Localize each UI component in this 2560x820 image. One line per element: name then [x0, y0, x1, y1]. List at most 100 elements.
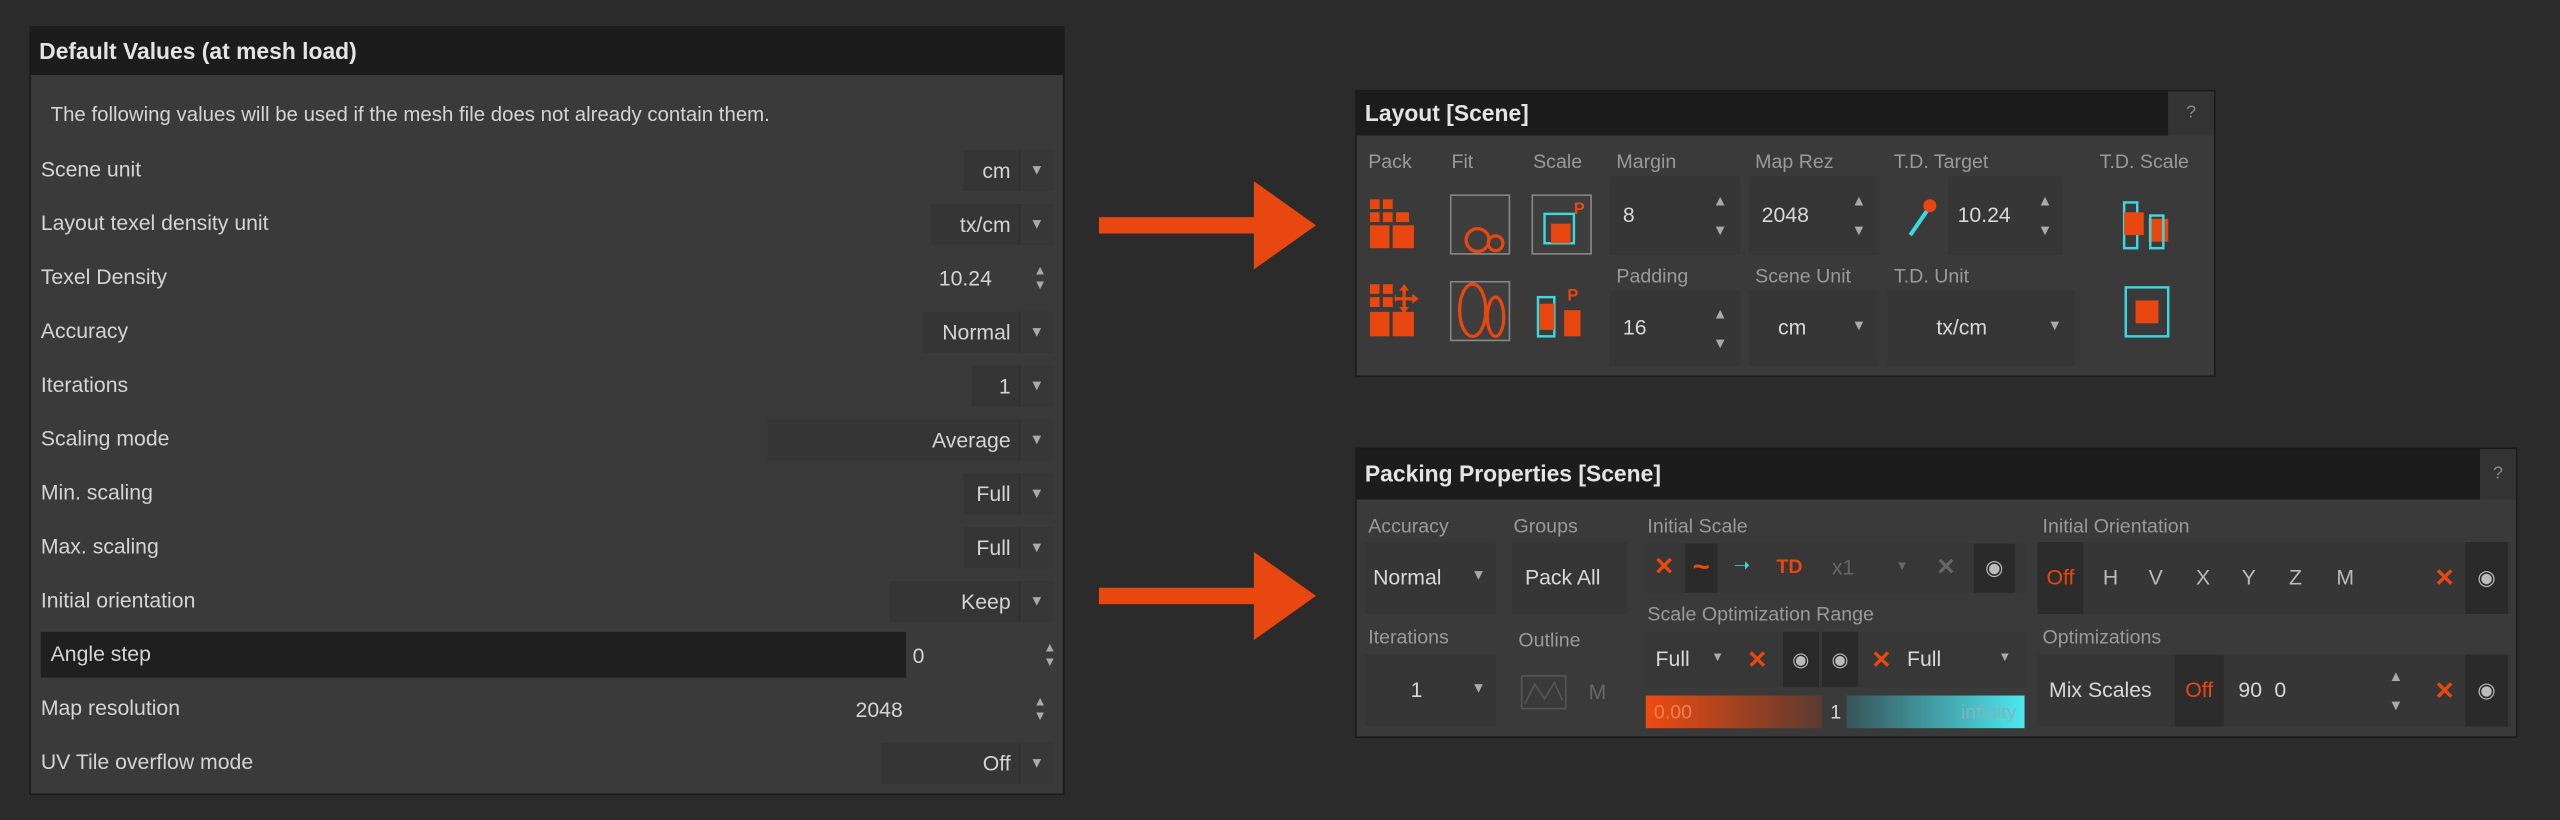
- eye-icon[interactable]: ◉: [1782, 631, 1819, 688]
- td-scale-icon[interactable]: [2121, 199, 2180, 255]
- dropdown-value: Full: [976, 481, 1011, 507]
- dropdown-value: Full: [976, 535, 1011, 561]
- optimization-step-value[interactable]: 0: [2274, 677, 2287, 703]
- eye-icon[interactable]: ◉: [2465, 654, 2508, 727]
- spinner-arrows[interactable]: ▲ ▼: [2388, 667, 2404, 714]
- spinner-arrows[interactable]: ▲ ▼: [1033, 262, 1047, 293]
- label-groups: Groups: [1513, 514, 1578, 538]
- scale-range-controls: Full ▼ ✕ ◉ ◉ ✕ Full ▼: [1645, 631, 2025, 688]
- orientation-option-x[interactable]: X: [2195, 564, 2211, 590]
- description: The following values will be used if the…: [50, 102, 770, 126]
- setting-dropdown[interactable]: Full ▼: [963, 527, 1054, 569]
- td-button[interactable]: TD: [1776, 555, 1803, 578]
- orientation-option-h[interactable]: H: [2102, 564, 2119, 590]
- eye-icon[interactable]: ◉: [1973, 543, 2015, 593]
- spinner-value: 0: [912, 643, 925, 668]
- disable-x-icon[interactable]: ✕: [1653, 553, 1675, 582]
- outline-m-button[interactable]: M: [1588, 679, 1607, 704]
- setting-label: Min. scaling: [40, 480, 153, 505]
- range-low-value: 0.00: [1653, 700, 1693, 724]
- scale-separate-icon[interactable]: P: [1531, 281, 1593, 343]
- spinner-arrows[interactable]: ▲ ▼: [1712, 192, 1728, 239]
- td-apply-icon[interactable]: [2121, 284, 2180, 340]
- scale-icon[interactable]: P: [1531, 194, 1593, 256]
- map-rez-spinner[interactable]: 2048 ▲ ▼: [1748, 176, 1880, 255]
- pack-move-icon[interactable]: [1369, 284, 1419, 343]
- eye-icon[interactable]: ◉: [1822, 631, 1859, 688]
- scene-unit-value: cm: [1778, 315, 1807, 340]
- setting-spinner[interactable]: 10.24 ▲ ▼: [939, 256, 1053, 298]
- setting-spinner[interactable]: 2048 ▲ ▼: [849, 687, 1053, 729]
- packing-properties-panel: Packing Properties [Scene] ? Accuracy Gr…: [1355, 447, 2518, 738]
- spinner-arrows[interactable]: ▲ ▼: [1851, 192, 1867, 239]
- setting-spinner[interactable]: 0 ▲ ▼: [906, 633, 1063, 675]
- disable-x-icon[interactable]: ✕: [1936, 553, 1956, 580]
- td-target-spinner[interactable]: 10.24 ▲ ▼: [1947, 176, 2063, 255]
- setting-dropdown[interactable]: Normal ▼: [922, 311, 1054, 353]
- spinner-arrows[interactable]: ▲ ▼: [1033, 693, 1047, 724]
- label-scene-unit: Scene Unit: [1755, 264, 1851, 288]
- accuracy-dropdown[interactable]: Normal ▼: [1364, 542, 1496, 614]
- setting-label: Angle step: [50, 641, 151, 667]
- outline-icon[interactable]: [1520, 674, 1569, 710]
- pack-icon[interactable]: [1369, 199, 1419, 255]
- orientation-option-m[interactable]: M: [2336, 564, 2355, 590]
- setting-row: Min. scaling Full ▼: [40, 470, 1054, 516]
- optimization-off-button[interactable]: Off: [2174, 654, 2224, 727]
- layout-panel: Layout [Scene] ? Pack Fit Scale Margin M…: [1355, 89, 2216, 378]
- setting-dropdown[interactable]: Off ▼: [881, 742, 1054, 784]
- setting-row: Texel Density 10.24 ▲ ▼: [41, 255, 1053, 301]
- label-outline: Outline: [1518, 628, 1581, 652]
- margin-spinner[interactable]: 8 ▲ ▼: [1609, 176, 1741, 255]
- chevron-down-icon: ▼: [2047, 316, 2063, 334]
- setting-row: Scaling mode Average ▼: [41, 416, 1054, 462]
- setting-dropdown[interactable]: Keep ▼: [889, 581, 1054, 623]
- orientation-option-z[interactable]: Z: [2289, 564, 2303, 590]
- scene-unit-dropdown[interactable]: cm ▼: [1748, 290, 1880, 366]
- label-pack: Pack: [1368, 150, 1412, 174]
- setting-dropdown[interactable]: tx/cm ▼: [930, 204, 1054, 245]
- setting-label: Map resolution: [40, 695, 181, 721]
- range-low-slider[interactable]: 0.00: [1645, 695, 1823, 729]
- iterations-dropdown[interactable]: 1 ▼: [1364, 654, 1496, 727]
- setting-dropdown[interactable]: Average ▼: [767, 419, 1054, 461]
- pack-all-button[interactable]: Pack All: [1511, 542, 1627, 614]
- multiplier-value[interactable]: x1: [1831, 555, 1855, 580]
- p-letter: P: [1567, 286, 1578, 304]
- chevron-down-icon: ▼: [1851, 316, 1867, 334]
- fit-stretch-icon[interactable]: [1449, 280, 1512, 343]
- spinner-arrows[interactable]: ▲ ▼: [2037, 192, 2053, 239]
- setting-dropdown[interactable]: Full ▼: [963, 473, 1054, 515]
- td-unit-dropdown[interactable]: tx/cm ▼: [1887, 290, 2076, 366]
- p-letter: P: [1574, 200, 1585, 218]
- padding-spinner[interactable]: 16 ▲ ▼: [1609, 290, 1741, 366]
- arrow-right-icon: [1098, 181, 1316, 270]
- range-high-slider[interactable]: infinity: [1846, 695, 2025, 729]
- spinner-arrows[interactable]: ▲ ▼: [1043, 640, 1057, 670]
- fit-icon[interactable]: [1449, 194, 1512, 256]
- orientation-option-off[interactable]: Off: [2037, 542, 2084, 614]
- optimization-90-button[interactable]: 90: [2238, 677, 2263, 703]
- orientation-option-v[interactable]: V: [2148, 564, 2163, 590]
- setting-dropdown[interactable]: cm ▼: [963, 150, 1054, 192]
- disable-x-icon[interactable]: ✕: [2434, 564, 2455, 593]
- optimizations-bar: Mix Scales Off 90 0 ▲ ▼ ✕ ◉: [2037, 654, 2512, 727]
- average-tilde-icon[interactable]: ~: [1684, 543, 1718, 593]
- spinner-arrows[interactable]: ▲ ▼: [1712, 305, 1728, 352]
- range-max-dropdown[interactable]: Full: [1906, 646, 1942, 672]
- arrow-fit-icon[interactable]: ➝: [1733, 553, 1751, 577]
- disable-x-icon[interactable]: ✕: [2434, 677, 2455, 706]
- orientation-option-y[interactable]: Y: [2241, 564, 2256, 590]
- range-min-dropdown[interactable]: Full: [1655, 646, 1690, 672]
- disable-x-icon[interactable]: ✕: [1871, 646, 1892, 675]
- spinner-value: 10.24: [938, 266, 992, 291]
- eyedropper-icon[interactable]: [1905, 196, 1938, 238]
- panel-title: Layout [Scene]: [1356, 91, 2169, 136]
- chevron-down-icon: ▼: [1998, 649, 2012, 665]
- eye-icon[interactable]: ◉: [2465, 542, 2508, 614]
- disable-x-icon[interactable]: ✕: [1746, 646, 1768, 675]
- label-scale-optimization-range: Scale Optimization Range: [1647, 602, 1874, 626]
- help-button[interactable]: ?: [2480, 448, 2516, 500]
- help-button[interactable]: ?: [2168, 91, 2214, 136]
- setting-dropdown[interactable]: 1 ▼: [971, 365, 1054, 407]
